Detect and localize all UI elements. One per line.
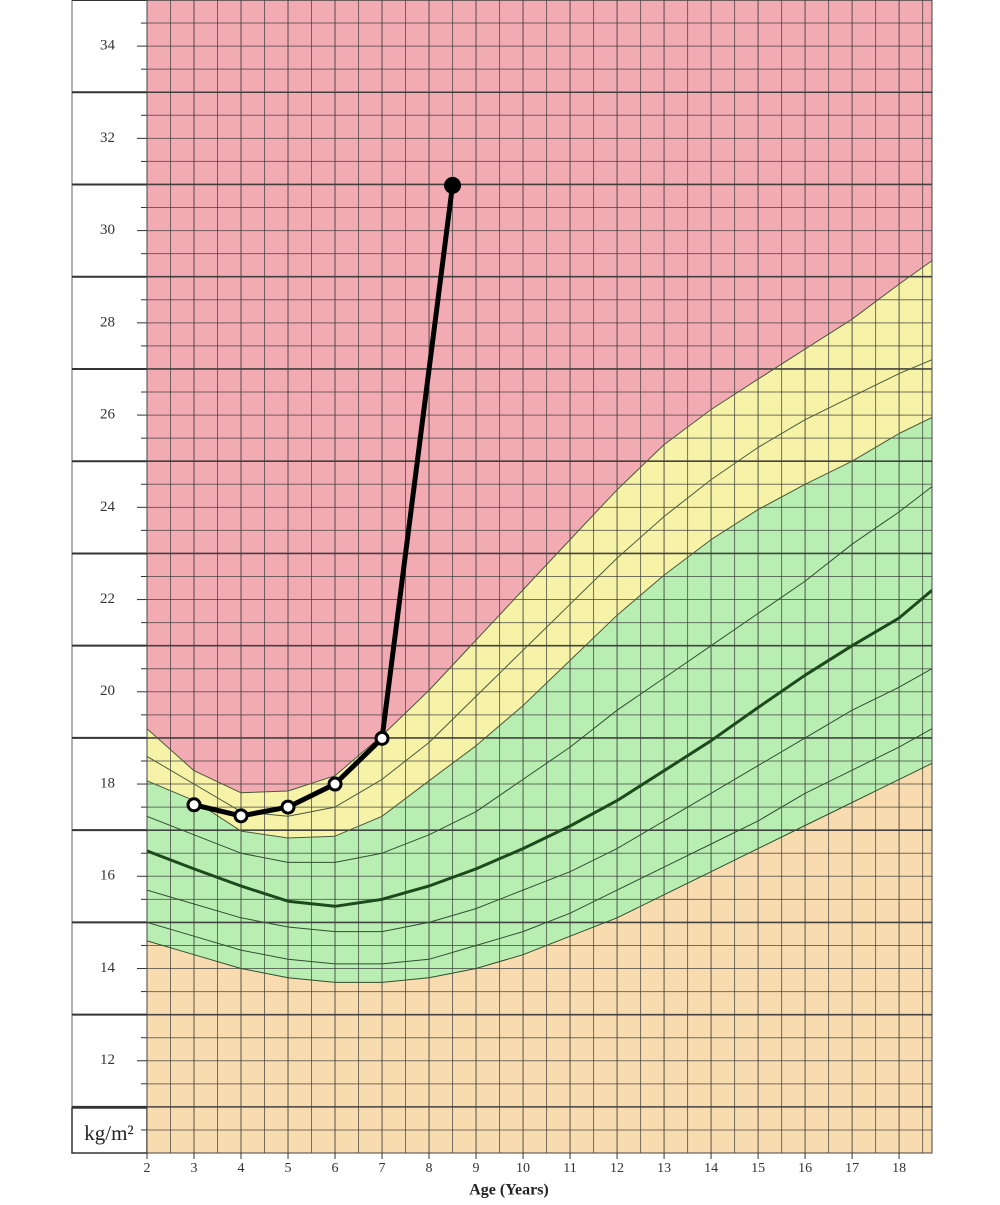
unit-box [71,1107,148,1154]
percentile-line [147,486,932,863]
plot-frame [146,0,933,1154]
data-point [327,776,343,792]
x-tick-label: 12 [610,1161,624,1176]
y-tick-label: 32 [100,130,115,146]
y-tick-label: 24 [100,499,116,515]
y-axis-panel [71,0,148,1154]
data-point [280,799,296,815]
x-tick-label: 2 [144,1161,151,1176]
x-tick-label: 4 [238,1161,245,1176]
data-point [186,797,202,813]
patient-line [193,185,455,819]
y-tick-label: 18 [100,775,115,791]
x-tick-label: 3 [191,1161,198,1176]
x-tick-label: 8 [426,1161,433,1176]
y-tick-label: 34 [100,38,116,54]
x-tick-label: 10 [516,1161,530,1176]
percentile-line [147,260,932,794]
percentile-line [147,359,932,817]
percentile-line [147,668,932,933]
x-tick-label: 6 [332,1161,339,1176]
y-tick-label: 28 [100,314,115,330]
x-tick-label: 13 [657,1161,671,1176]
x-tick-label: 16 [798,1161,812,1176]
plot-layer [147,0,932,1153]
x-tick-label: 5 [285,1161,292,1176]
percentile-band [147,763,932,1153]
y-tick-label: 14 [100,960,116,976]
x-tick-label: 18 [892,1161,906,1176]
x-tick-label: 11 [563,1161,576,1176]
percentile-line [147,589,932,908]
y-tick-label: 20 [100,683,115,699]
y-tick-label: 26 [100,407,116,423]
y-tick-label: 16 [100,868,116,884]
percentile-line [147,416,932,839]
x-tick-label: 17 [845,1161,859,1176]
x-tick-label: 14 [704,1161,718,1176]
x-axis-title: Age (Years) [469,1182,549,1199]
x-tick-label: 15 [751,1161,765,1176]
x-tick-label: 7 [379,1161,386,1176]
percentile-line [147,728,932,965]
percentile-line [147,762,932,983]
data-point [233,808,249,824]
x-tick-label: 9 [473,1161,480,1176]
data-point [444,176,462,194]
y-tick-label: 22 [100,591,115,607]
y-tick-label: 12 [100,1052,115,1068]
y-unit-label: kg/m² [84,1121,133,1145]
data-point [374,730,390,746]
y-tick-label: 30 [100,222,115,238]
